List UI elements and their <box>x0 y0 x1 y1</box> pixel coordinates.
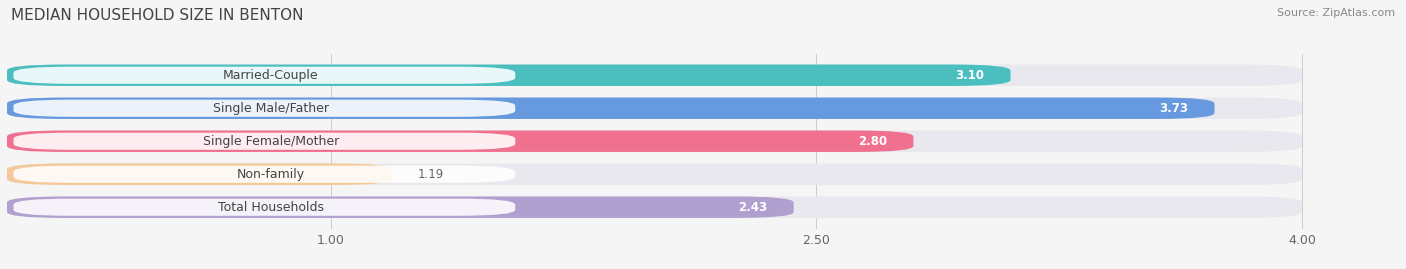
FancyBboxPatch shape <box>14 199 515 216</box>
Text: Source: ZipAtlas.com: Source: ZipAtlas.com <box>1277 8 1395 18</box>
FancyBboxPatch shape <box>14 67 515 84</box>
Text: Single Female/Mother: Single Female/Mother <box>202 135 339 148</box>
FancyBboxPatch shape <box>7 97 1215 119</box>
Text: 2.80: 2.80 <box>859 135 887 148</box>
Text: 3.73: 3.73 <box>1160 102 1188 115</box>
Text: 1.19: 1.19 <box>418 168 444 181</box>
FancyBboxPatch shape <box>7 164 392 185</box>
FancyBboxPatch shape <box>7 65 1302 86</box>
Text: 2.43: 2.43 <box>738 201 768 214</box>
Text: Total Households: Total Households <box>218 201 323 214</box>
Text: 3.10: 3.10 <box>956 69 984 82</box>
FancyBboxPatch shape <box>7 196 793 218</box>
FancyBboxPatch shape <box>7 65 1011 86</box>
FancyBboxPatch shape <box>7 130 1302 152</box>
FancyBboxPatch shape <box>7 97 1302 119</box>
FancyBboxPatch shape <box>7 196 1302 218</box>
Text: Married-Couple: Married-Couple <box>224 69 319 82</box>
FancyBboxPatch shape <box>7 164 1302 185</box>
FancyBboxPatch shape <box>7 130 914 152</box>
Text: MEDIAN HOUSEHOLD SIZE IN BENTON: MEDIAN HOUSEHOLD SIZE IN BENTON <box>11 8 304 23</box>
Text: Non-family: Non-family <box>236 168 305 181</box>
FancyBboxPatch shape <box>14 100 515 117</box>
Text: Single Male/Father: Single Male/Father <box>212 102 329 115</box>
FancyBboxPatch shape <box>14 166 515 183</box>
FancyBboxPatch shape <box>14 133 515 150</box>
